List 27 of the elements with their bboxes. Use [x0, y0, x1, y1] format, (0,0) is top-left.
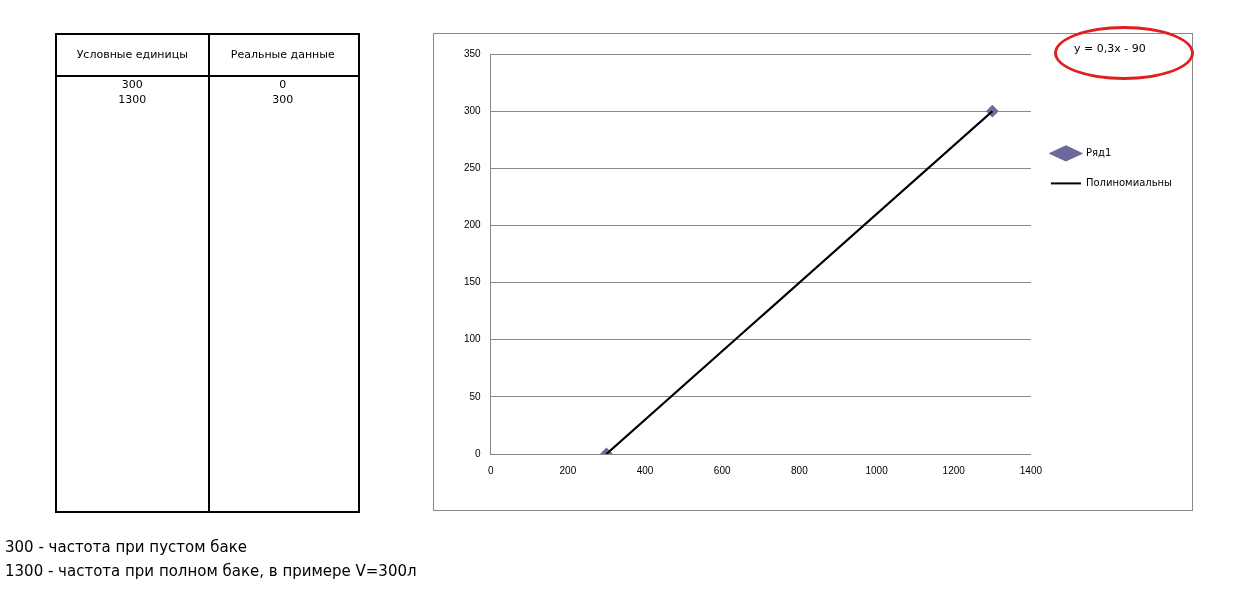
text: 300 — [120, 77, 144, 92]
legend-label: Ряд1 — [1085, 146, 1112, 158]
x-tick-label: 1400 — [1019, 464, 1043, 476]
x-tick-label: 0 — [487, 464, 494, 476]
text: 1300 - частота при полном баке, в примере V=300л — [5, 561, 417, 582]
y-tick-label: 350 — [464, 47, 482, 59]
text: 0 — [278, 77, 288, 92]
text: Реальные данные — [207, 35, 358, 77]
x-tick-label: 200 — [559, 464, 577, 476]
text: 300 — [271, 92, 295, 107]
text: 1300 — [117, 92, 148, 107]
y-tick-label: 0 — [475, 447, 482, 459]
x-tick-label: 600 — [713, 464, 731, 476]
x-tick-label: 1200 — [942, 464, 966, 476]
y-tick-label: 300 — [464, 104, 482, 116]
text: y = 0,3x - 90 — [1074, 42, 1146, 55]
y-tick-label: 200 — [464, 219, 482, 231]
x-tick-label: 800 — [791, 464, 809, 476]
y-tick-label: 100 — [464, 333, 482, 345]
x-tick-label: 400 — [636, 464, 654, 476]
legend-label: Полиномиальны — [1085, 176, 1172, 188]
x-tick-label: 1000 — [865, 464, 889, 476]
text: Условные единицы — [57, 35, 208, 77]
text: 300 - частота при пустом баке — [5, 537, 248, 558]
y-tick-label: 150 — [464, 276, 482, 288]
y-tick-label: 50 — [469, 390, 482, 402]
y-tick-label: 250 — [464, 162, 482, 174]
